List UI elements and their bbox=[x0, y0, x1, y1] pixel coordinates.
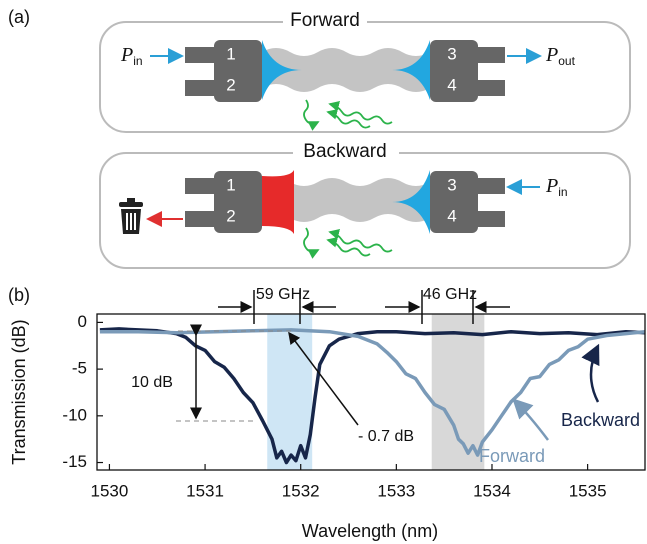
subscript: in bbox=[558, 185, 567, 199]
trash-icon bbox=[119, 198, 143, 234]
port: 1 bbox=[226, 175, 235, 194]
x-axis-label: Wavelength (nm) bbox=[302, 521, 438, 541]
x-tick-label: 1533 bbox=[377, 481, 415, 500]
coupler bbox=[214, 171, 262, 233]
shaded-region bbox=[432, 314, 485, 470]
annotation: 46 GHz bbox=[423, 286, 477, 303]
port: 2 bbox=[226, 75, 235, 94]
port: 3 bbox=[447, 175, 456, 194]
y-tick-label: -15 bbox=[62, 452, 87, 471]
x-tick-label: 1532 bbox=[282, 481, 320, 500]
annotation: - 0.7 dB bbox=[358, 428, 414, 445]
forward-diagram: Forward 1 2 3 4 Pin Pout bbox=[100, 10, 630, 132]
x-tick-label: 1535 bbox=[569, 481, 607, 500]
arrow bbox=[591, 346, 598, 402]
y-tick-label: -10 bbox=[62, 405, 87, 424]
legend-label: Backward bbox=[561, 410, 640, 430]
plot: 1530 1531 1532 1533 1534 1535 0 -5 -10 -15 Backwar… bbox=[62, 312, 645, 501]
panel-label: (b) bbox=[8, 285, 30, 305]
symbol: P bbox=[545, 44, 558, 66]
x-tick-label: 1530 bbox=[91, 481, 129, 500]
port: 1 bbox=[226, 44, 235, 63]
y-tick-label: 0 bbox=[78, 312, 87, 331]
symbol: P bbox=[120, 44, 133, 66]
diagram-title: Backward bbox=[303, 141, 386, 162]
annotations: 59 GHz 46 GHz 10 dB - 0.7 dB bbox=[131, 286, 598, 445]
subscript: in bbox=[133, 54, 142, 68]
pulse bbox=[262, 170, 294, 234]
axes-frame bbox=[97, 314, 645, 470]
y-axis-label: Transmission (dB) bbox=[9, 319, 29, 464]
backward-diagram: Backward 1 2 3 4 Pin bbox=[100, 141, 630, 268]
port: 4 bbox=[447, 206, 456, 225]
arrow bbox=[514, 400, 548, 440]
diagram-title: Forward bbox=[290, 10, 360, 31]
y-tick-label: -5 bbox=[72, 359, 87, 378]
x-tick-label: 1534 bbox=[473, 481, 511, 500]
coupler bbox=[214, 40, 262, 102]
annotation: 10 dB bbox=[131, 374, 173, 391]
subscript: out bbox=[558, 54, 575, 68]
panel-label: (a) bbox=[8, 7, 30, 27]
port: 2 bbox=[226, 206, 235, 225]
annotation: 59 GHz bbox=[256, 286, 310, 303]
legend-label: Forward bbox=[479, 446, 545, 466]
port: 3 bbox=[447, 44, 456, 63]
x-tick-label: 1531 bbox=[186, 481, 224, 500]
port: 4 bbox=[447, 75, 456, 94]
figure: (a) Forward 1 2 3 4 Pin Pout Backward 1 … bbox=[0, 0, 647, 544]
symbol: P bbox=[545, 175, 558, 197]
